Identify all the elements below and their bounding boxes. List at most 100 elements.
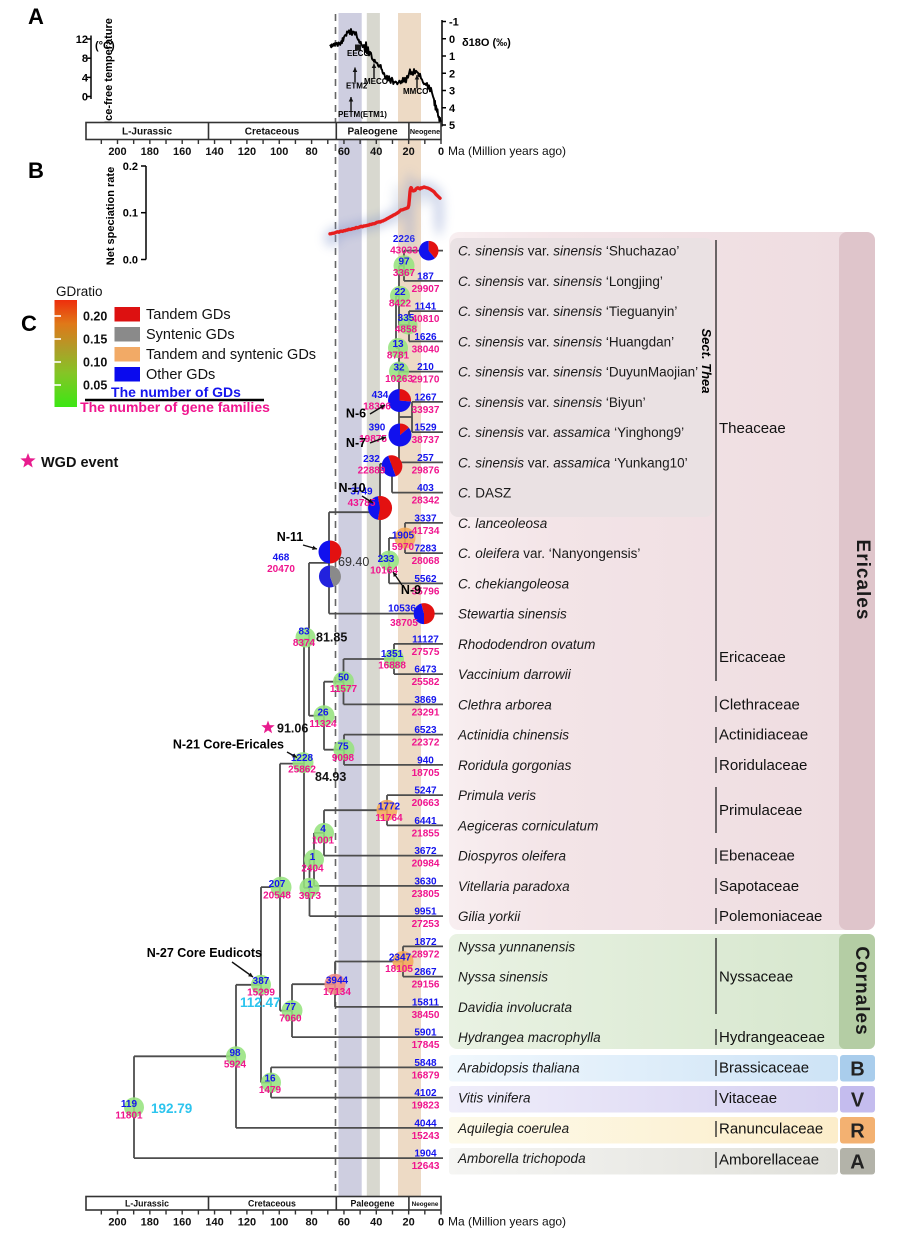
svg-text:GDratio: GDratio: [56, 284, 103, 299]
svg-text:Sapotaceae: Sapotaceae: [719, 878, 799, 895]
svg-text:Ericaceae: Ericaceae: [719, 649, 786, 666]
svg-text:41734: 41734: [412, 526, 440, 537]
svg-text:C. chekiangoleosa: C. chekiangoleosa: [458, 576, 570, 591]
svg-text:10536: 10536: [388, 604, 416, 615]
svg-text:2: 2: [449, 68, 455, 80]
svg-text:C. sinensis var. sinensis ‘Bi: C. sinensis var. sinensis ‘Biyun’: [458, 395, 646, 410]
svg-text:16: 16: [264, 1074, 276, 1085]
svg-text:19823: 19823: [412, 1101, 440, 1112]
svg-text:12643: 12643: [412, 1161, 440, 1172]
svg-text:20984: 20984: [412, 859, 440, 870]
svg-text:0.10: 0.10: [83, 356, 107, 370]
svg-text:180: 180: [141, 146, 159, 158]
svg-text:15243: 15243: [412, 1131, 440, 1142]
svg-text:5970: 5970: [392, 542, 415, 553]
svg-text:8422: 8422: [389, 298, 412, 309]
svg-text:The number of gene families: The number of gene families: [80, 399, 270, 415]
svg-text:B: B: [28, 158, 44, 183]
svg-text:ETM2: ETM2: [346, 82, 368, 91]
svg-text:15299: 15299: [247, 988, 275, 999]
svg-text:11127: 11127: [412, 634, 439, 645]
svg-text:112.47: 112.47: [240, 995, 281, 1010]
svg-text:17134: 17134: [323, 987, 351, 998]
svg-text:60: 60: [338, 1217, 350, 1229]
svg-text:7060: 7060: [279, 1014, 302, 1025]
svg-text:Clethra arborea: Clethra arborea: [458, 697, 552, 712]
svg-text:98: 98: [229, 1048, 241, 1059]
svg-text:Vitaceae: Vitaceae: [719, 1090, 777, 1107]
svg-text:1529: 1529: [414, 423, 437, 434]
svg-text:2226: 2226: [393, 234, 416, 245]
svg-text:0: 0: [438, 146, 444, 158]
svg-text:C. sinensis var. sinensis ‘Tie: C. sinensis var. sinensis ‘Tieguanyin’: [458, 304, 677, 319]
svg-text:20: 20: [403, 1217, 415, 1229]
svg-text:43033: 43033: [390, 246, 418, 257]
svg-text:4044: 4044: [414, 1118, 437, 1129]
svg-text:Nyssa yunnanensis: Nyssa yunnanensis: [458, 939, 575, 954]
svg-text:29170: 29170: [412, 375, 440, 386]
svg-text:Actinidiaceae: Actinidiaceae: [719, 727, 808, 744]
svg-text:Amborella trichopoda: Amborella trichopoda: [457, 1151, 586, 1166]
svg-text:C. DASZ: C. DASZ: [458, 486, 511, 501]
svg-text:Neogene: Neogene: [412, 1201, 439, 1208]
svg-text:WGD event: WGD event: [41, 455, 119, 471]
svg-text:91.06: 91.06: [277, 722, 308, 736]
svg-text:Nyssa sinensis: Nyssa sinensis: [458, 970, 548, 985]
svg-text:8781: 8781: [387, 351, 410, 362]
svg-text:3869: 3869: [414, 695, 437, 706]
svg-text:Neogene: Neogene: [410, 127, 440, 136]
svg-text:N-9: N-9: [401, 583, 421, 597]
svg-text:28068: 28068: [412, 556, 440, 567]
svg-text:Primulaceae: Primulaceae: [719, 802, 802, 819]
svg-text:Ice-free temperature: Ice-free temperature: [103, 18, 115, 124]
svg-text:38040: 38040: [412, 344, 440, 355]
svg-text:387: 387: [253, 976, 270, 987]
svg-text:100: 100: [270, 146, 288, 158]
svg-text:97: 97: [398, 257, 410, 268]
svg-text:22: 22: [394, 287, 406, 298]
svg-text:Nyssaceae: Nyssaceae: [719, 969, 793, 986]
svg-text:Syntenic GDs: Syntenic GDs: [146, 327, 235, 343]
svg-text:18306: 18306: [363, 402, 391, 413]
svg-text:9098: 9098: [332, 753, 355, 764]
svg-text:Tandem GDs: Tandem GDs: [146, 307, 231, 323]
svg-text:11801: 11801: [115, 1111, 143, 1122]
svg-text:20470: 20470: [267, 564, 295, 575]
svg-text:0.15: 0.15: [83, 333, 107, 347]
svg-text:C. sinensis var. sinensis ‘Shu: C. sinensis var. sinensis ‘Shuchazao’: [458, 244, 679, 259]
svg-text:83: 83: [298, 627, 310, 638]
svg-text:4: 4: [320, 824, 326, 835]
svg-text:Ebenaceae: Ebenaceae: [719, 848, 795, 865]
svg-text:A: A: [850, 1152, 864, 1174]
svg-text:Brassicaceae: Brassicaceae: [719, 1060, 809, 1077]
svg-text:4: 4: [449, 103, 456, 115]
svg-text:Vaccinium darrowii: Vaccinium darrowii: [458, 667, 572, 682]
svg-text:(°C): (°C): [95, 40, 115, 52]
svg-text:8374: 8374: [293, 638, 316, 649]
svg-text:468: 468: [273, 553, 290, 564]
svg-text:Vitis vinifera: Vitis vinifera: [458, 1091, 531, 1106]
svg-text:3944: 3944: [326, 976, 349, 987]
svg-text:V: V: [851, 1090, 865, 1112]
svg-text:140: 140: [205, 146, 223, 158]
svg-text:77: 77: [285, 1002, 297, 1013]
svg-text:25862: 25862: [288, 765, 316, 776]
svg-text:200: 200: [108, 146, 126, 158]
svg-text:10164: 10164: [370, 566, 398, 577]
svg-text:28342: 28342: [412, 496, 440, 507]
svg-text:Roridula gorgonias: Roridula gorgonias: [458, 758, 572, 773]
svg-text:22372: 22372: [412, 738, 440, 749]
svg-text:3749: 3749: [350, 487, 373, 498]
svg-text:0: 0: [438, 1217, 444, 1229]
svg-text:Paleogene: Paleogene: [350, 1198, 394, 1208]
svg-text:MMCO: MMCO: [403, 87, 428, 96]
svg-text:Ranunculaceae: Ranunculaceae: [719, 1121, 823, 1138]
svg-text:0.1: 0.1: [123, 208, 138, 220]
svg-text:27253: 27253: [412, 919, 440, 930]
svg-text:32: 32: [393, 363, 405, 374]
svg-text:2347: 2347: [389, 953, 412, 964]
svg-text:160: 160: [173, 1217, 191, 1229]
svg-text:100: 100: [270, 1217, 288, 1229]
svg-text:232: 232: [363, 454, 380, 465]
svg-text:40810: 40810: [412, 314, 440, 325]
